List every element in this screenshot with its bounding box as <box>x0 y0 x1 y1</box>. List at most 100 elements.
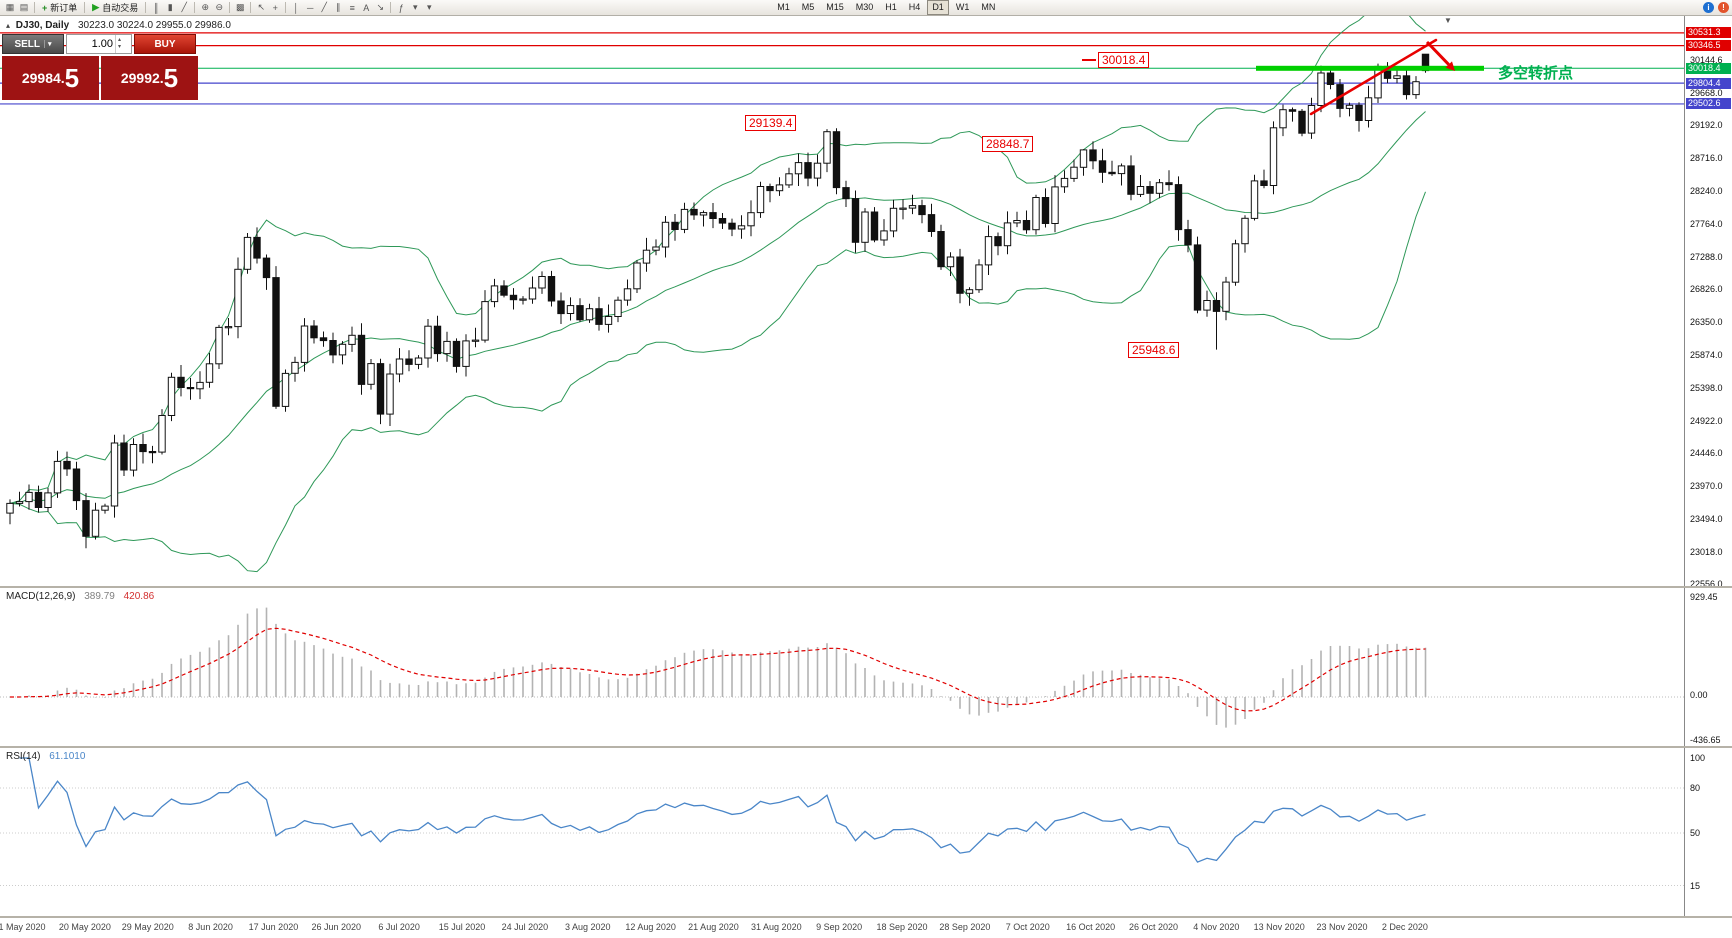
line-chart-icon[interactable]: ╱ <box>181 2 187 12</box>
candlestick-chart-icon[interactable]: ▮ <box>167 2 173 12</box>
sell-price-main: 29984. <box>21 70 65 86</box>
auto-trading-button[interactable]: ▶ 自动交易 <box>92 2 139 13</box>
toolbar-separator <box>194 2 196 13</box>
timeframes-menu-icon[interactable]: ▾ <box>412 2 418 12</box>
rsi-name: RSI(14) <box>6 751 41 762</box>
price-tick: 23494.0 <box>1690 514 1723 525</box>
one-click-collapse-icon[interactable]: ▴ <box>6 21 11 30</box>
date-label: 7 Oct 2020 <box>1005 922 1050 932</box>
volume-control: ▴ ▾ <box>66 34 132 54</box>
date-label: 12 Aug 2020 <box>625 922 676 932</box>
price-tick: 29192.0 <box>1690 120 1723 131</box>
volume-down-icon[interactable]: ▾ <box>118 44 122 50</box>
price-tick: 27288.0 <box>1690 252 1723 263</box>
macd-scale-label: 929.45 <box>1690 592 1718 602</box>
macd-label: MACD(12,26,9) 389.79 420.86 <box>6 591 154 602</box>
cursor-icon[interactable]: ↖ <box>257 2 265 12</box>
panel-splitter[interactable] <box>0 746 1732 748</box>
text-tool-icon[interactable]: A <box>363 2 370 13</box>
timeframe-m1[interactable]: M1 <box>777 2 790 12</box>
rsi-scale-label: 100 <box>1690 753 1706 763</box>
price-tick: 22556.0 <box>1690 579 1723 590</box>
horizontal-line-icon[interactable]: ─ <box>307 2 314 13</box>
bar-chart-icon[interactable]: ║ <box>153 2 160 13</box>
price-callout[interactable]: 29139.4 <box>745 115 797 131</box>
date-label: 26 Oct 2020 <box>1128 922 1178 932</box>
time-scale[interactable]: 1 May 2020 20 May 2020 29 May 2020 8 Jun 20… <box>0 918 1732 938</box>
sell-button[interactable]: SELL ▾ <box>2 34 64 54</box>
tile-windows-icon[interactable]: ▩ <box>235 2 245 12</box>
crosshair-icon[interactable]: + <box>272 2 278 13</box>
timeframe-h4[interactable]: H4 <box>908 2 921 12</box>
date-label: 24 Jul 2020 <box>501 922 549 932</box>
price-scale[interactable]: 30144.6 29668.0 29192.0 28716.0 28240.0 27764… <box>1684 16 1732 918</box>
new-order-button[interactable]: + 新订单 <box>42 2 78 14</box>
timeframe-m15[interactable]: M15 <box>826 2 844 12</box>
templates-icon[interactable]: ▾ <box>426 2 432 12</box>
date-label: 8 Jun 2020 <box>188 922 233 932</box>
zoom-in-icon[interactable]: ⊕ <box>201 2 209 12</box>
volume-input[interactable] <box>67 35 115 53</box>
macd-signal-value: 420.86 <box>123 591 155 602</box>
date-label: 20 May 2020 <box>58 922 111 932</box>
price-callout[interactable]: 25948.6 <box>1128 342 1180 358</box>
indicators-icon[interactable]: ƒ <box>398 2 404 13</box>
panel-splitter[interactable] <box>0 586 1732 588</box>
zoom-out-icon[interactable]: ⊖ <box>215 2 223 12</box>
date-label: 15 Jul 2020 <box>438 922 486 932</box>
fibonacci-icon[interactable]: ≡ <box>349 2 355 13</box>
price-tick: 27764.0 <box>1690 219 1723 230</box>
info-icon[interactable]: i <box>1703 2 1714 13</box>
timeframe-mn[interactable]: MN <box>981 2 996 12</box>
volume-up-icon[interactable]: ▴ <box>118 37 122 43</box>
macd-main-value: 389.79 <box>84 591 115 602</box>
chart-shift-marker[interactable]: ▼ <box>1444 16 1452 25</box>
chart-profiles-icon[interactable]: ▤ <box>19 2 29 12</box>
date-label: 13 Nov 2020 <box>1253 922 1305 932</box>
price-tick: 26350.0 <box>1690 316 1723 327</box>
chart-annotation[interactable]: 多空转折点 <box>1498 65 1574 82</box>
buy-price-big-digit: 5 <box>163 63 179 93</box>
timeframe-d1[interactable]: D1 <box>927 0 949 15</box>
timeframe-w1[interactable]: W1 <box>955 2 970 12</box>
buy-button[interactable]: BUY <box>134 34 196 54</box>
trendline-icon[interactable]: ╱ <box>321 2 327 12</box>
price-tick: 26826.0 <box>1690 283 1723 294</box>
date-label: 2 Dec 2020 <box>1381 922 1428 932</box>
toolbar: ▦ ▤ + 新订单 ▶ 自动交易 ║ ▮ ╱ ⊕ ⊖ ▩ ↖ + │ ─ ╱ ∥ ≡ A ↘ ƒ ▾ ▾ M1 M5 M15 M30… <box>0 0 1732 16</box>
date-label: 23 Nov 2020 <box>1316 922 1368 932</box>
price-marker: 30018.4 <box>1686 62 1731 74</box>
buy-price[interactable]: 29992. 5 <box>101 56 198 100</box>
date-label: 31 Aug 2020 <box>751 922 802 932</box>
chart-title: ▴ DJ30, Daily 30223.0 30224.0 29955.0 29… <box>6 20 231 31</box>
price-callout[interactable]: 28848.7 <box>982 136 1034 152</box>
price-callout[interactable]: 30018.4 <box>1098 52 1150 68</box>
date-label: 29 May 2020 <box>121 922 174 932</box>
vertical-line-icon[interactable]: │ <box>293 2 300 13</box>
chart-symbol: DJ30, Daily <box>15 20 70 31</box>
chevron-down-icon: ▾ <box>44 40 52 48</box>
new-chart-icon[interactable]: ▦ <box>5 2 15 12</box>
toolbar-separator <box>285 2 287 13</box>
alert-icon[interactable]: ! <box>1718 2 1729 13</box>
buy-price-main: 29992. <box>120 70 164 86</box>
timeframe-h1[interactable]: H1 <box>885 2 897 12</box>
date-label: 21 Aug 2020 <box>688 922 739 932</box>
toolbar-right: i! <box>1699 0 1729 16</box>
price-tick: 28716.0 <box>1690 153 1723 164</box>
timeframe-m5[interactable]: M5 <box>801 2 815 12</box>
rsi-scale-label: 15 <box>1690 880 1701 891</box>
toolbar-tools: ▦ ▤ + 新订单 ▶ 自动交易 ║ ▮ ╱ ⊕ ⊖ ▩ ↖ + │ ─ ╱ ∥ ≡ A ↘ ƒ ▾ ▾ <box>3 0 436 16</box>
chart-ohlc-values: 30223.0 30224.0 29955.0 29986.0 <box>77 20 231 31</box>
macd-scale-label: 0.00 <box>1690 690 1708 700</box>
channel-icon[interactable]: ∥ <box>335 2 341 12</box>
arrows-tool-icon[interactable]: ↘ <box>376 2 384 12</box>
date-label: 9 Sep 2020 <box>816 922 863 932</box>
panel-splitter[interactable] <box>0 916 1732 918</box>
price-marker: 30346.5 <box>1686 40 1731 52</box>
toolbar-separator <box>250 2 252 13</box>
sell-price[interactable]: 29984. 5 <box>2 56 99 100</box>
timeframe-m30[interactable]: M30 <box>855 2 874 12</box>
